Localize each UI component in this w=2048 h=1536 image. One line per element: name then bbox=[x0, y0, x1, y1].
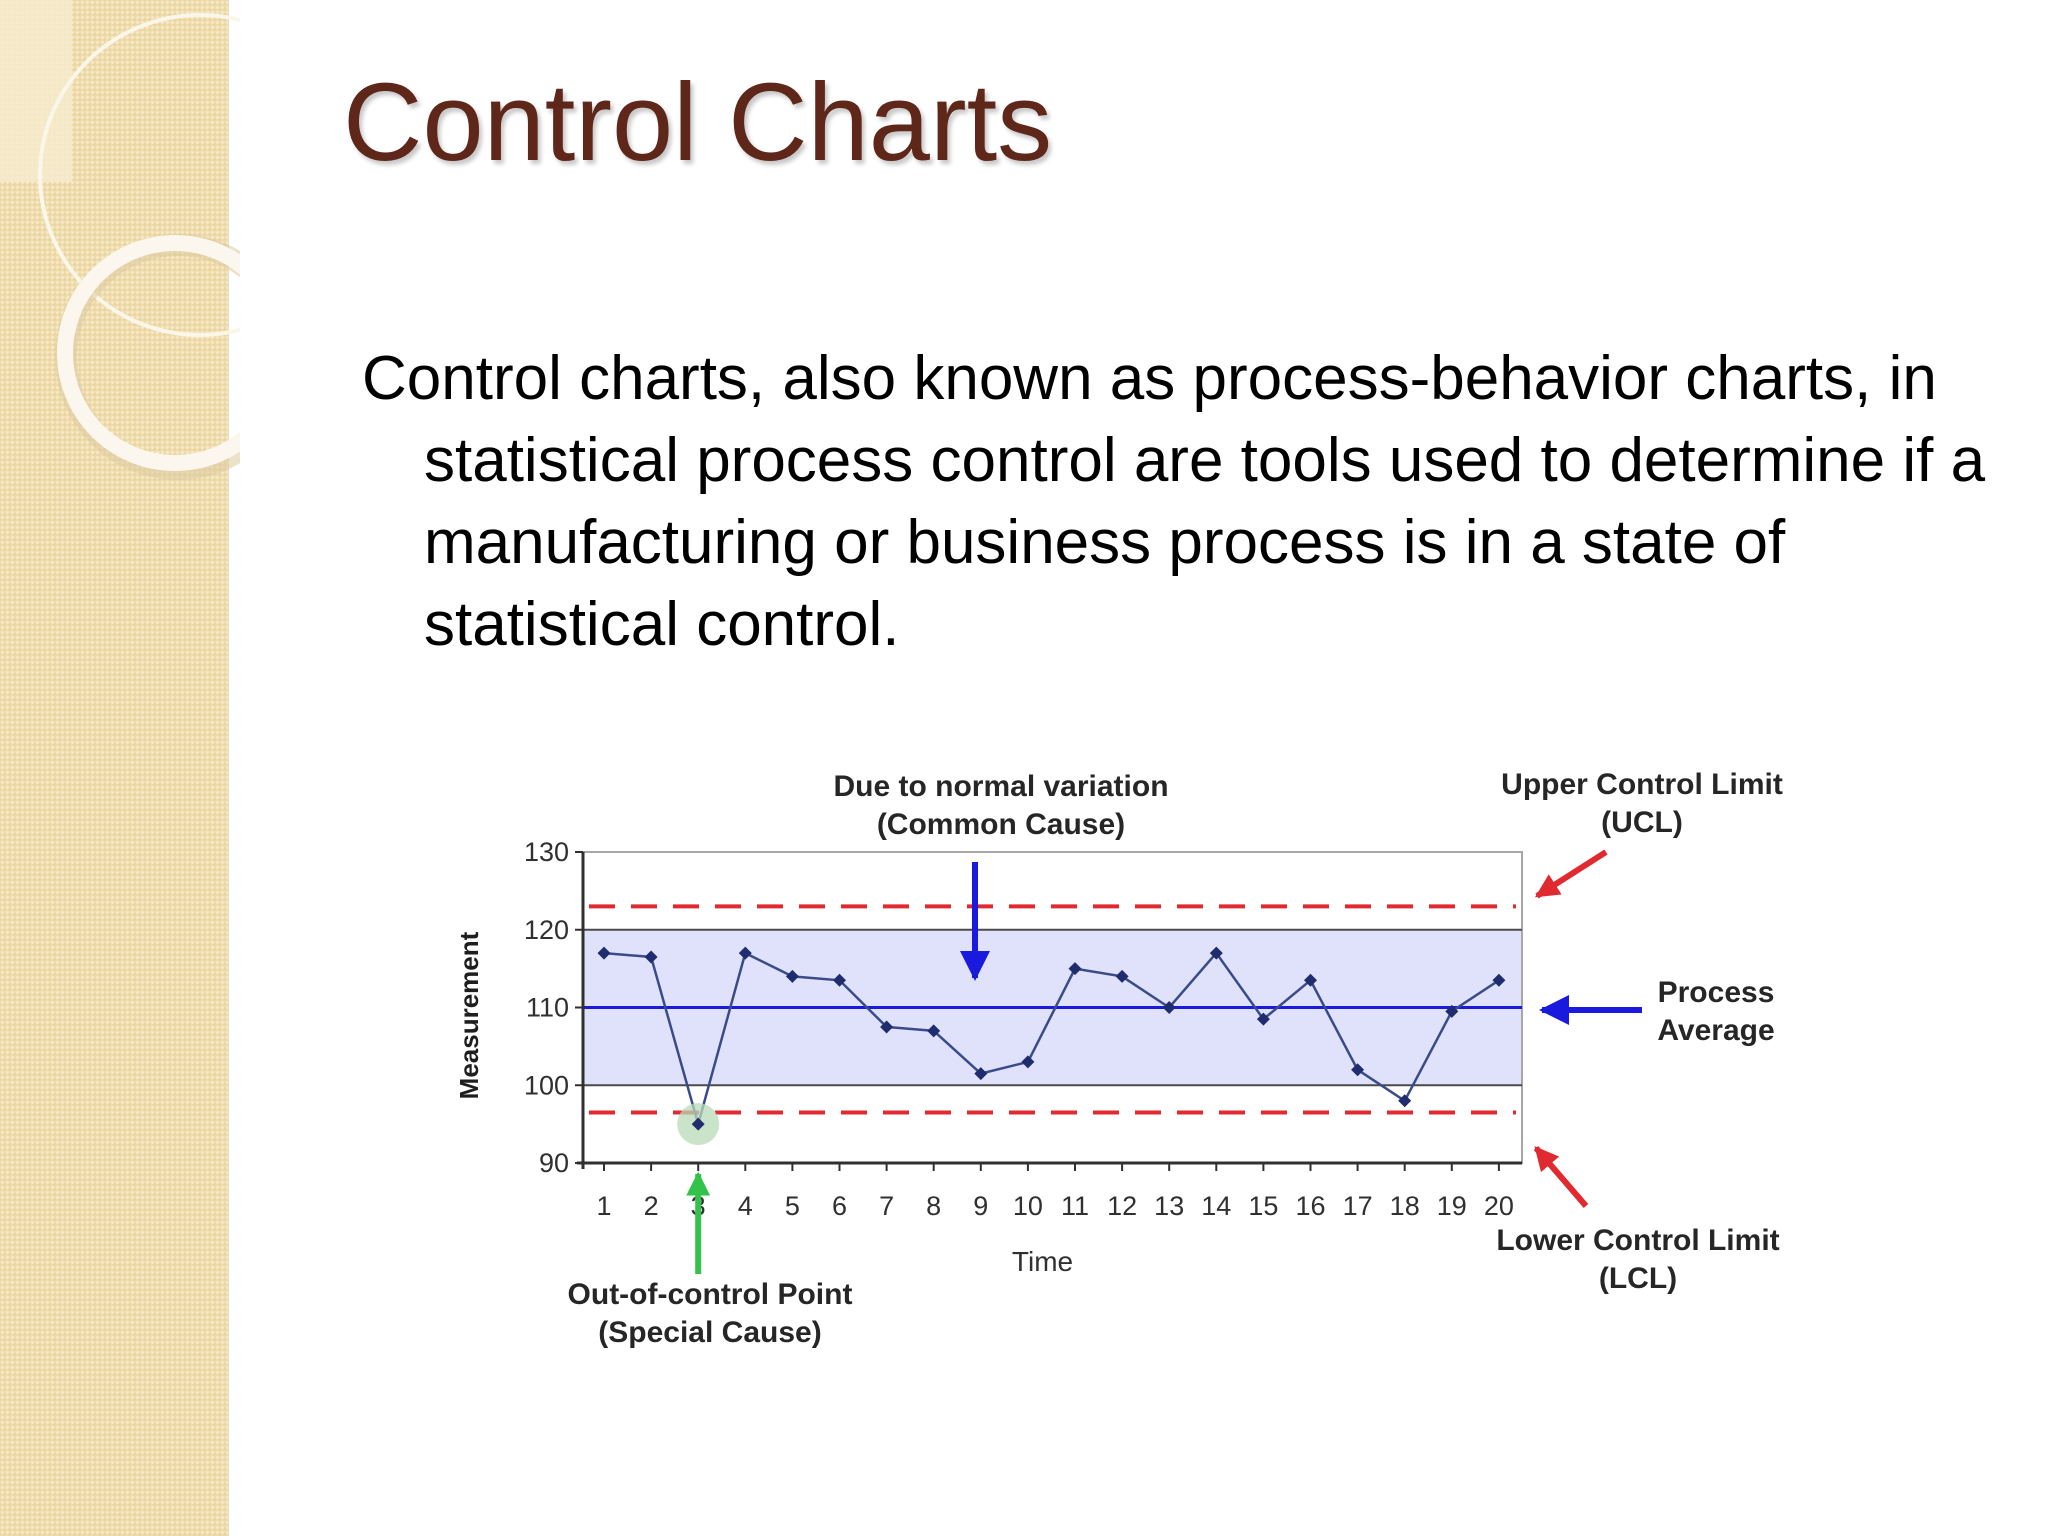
lcl-label-line1: Lower Control Limit bbox=[1496, 1224, 1779, 1257]
common-cause-annotation: Due to normal variation (Common Cause) bbox=[833, 770, 1169, 981]
x-tick-label-16: 16 bbox=[1295, 1191, 1325, 1221]
special-cause-label-line2: (Special Cause) bbox=[598, 1316, 821, 1349]
lcl-arrow bbox=[1533, 1146, 1589, 1208]
x-tick-label-2: 2 bbox=[644, 1191, 659, 1221]
x-tick-label-14: 14 bbox=[1201, 1191, 1231, 1221]
data-point-20 bbox=[1492, 973, 1506, 987]
x-tick-label-4: 4 bbox=[738, 1191, 753, 1221]
sidebar-rings-decoration bbox=[0, 0, 240, 480]
data-point-12 bbox=[1115, 969, 1129, 983]
x-tick-label-5: 5 bbox=[785, 1191, 800, 1221]
process-average-annotation: Process Average bbox=[1539, 976, 1775, 1047]
data-point-7 bbox=[880, 1020, 894, 1034]
x-tick-label-9: 9 bbox=[973, 1191, 988, 1221]
data-point-19 bbox=[1445, 1004, 1459, 1018]
ucl-label-line1: Upper Control Limit bbox=[1501, 768, 1783, 801]
data-point-16 bbox=[1304, 973, 1317, 987]
y-tick-label-100: 100 bbox=[524, 1070, 569, 1100]
data-point-3 bbox=[691, 1117, 705, 1131]
sidebar-thick-ring bbox=[57, 235, 240, 471]
data-point-1 bbox=[597, 946, 611, 960]
data-point-5 bbox=[785, 969, 799, 983]
data-point-18 bbox=[1398, 1094, 1412, 1108]
tick-labels: 9010011012013012345678910111213141516171… bbox=[524, 837, 1514, 1221]
sidebar-panel-shade bbox=[0, 0, 72, 182]
x-tick-label-10: 10 bbox=[1013, 1191, 1043, 1221]
x-tick-label-20: 20 bbox=[1484, 1191, 1514, 1221]
process-average-label-line2: Average bbox=[1657, 1014, 1774, 1047]
measurement-series-line bbox=[603, 951, 1500, 1129]
x-tick-label-1: 1 bbox=[596, 1191, 611, 1221]
data-point-9 bbox=[974, 1067, 988, 1081]
sidebar-large-ring bbox=[38, 13, 240, 337]
ucl-label-line2: (UCL) bbox=[1601, 806, 1683, 839]
slide-title: Control Charts bbox=[343, 61, 1053, 184]
lcl-annotation: Lower Control Limit (LCL) bbox=[1496, 1146, 1780, 1295]
special-cause-label-line1: Out-of-control Point bbox=[568, 1278, 853, 1311]
common-cause-label-line1: Due to normal variation bbox=[833, 770, 1168, 803]
x-tick-label-18: 18 bbox=[1390, 1191, 1420, 1221]
x-tick-label-12: 12 bbox=[1107, 1191, 1137, 1221]
x-tick-label-6: 6 bbox=[832, 1191, 847, 1221]
data-point-2 bbox=[644, 950, 658, 964]
x-tick-label-13: 13 bbox=[1154, 1191, 1184, 1221]
process-average-label-line1: Process bbox=[1658, 976, 1775, 1009]
y-tick-label-90: 90 bbox=[539, 1148, 569, 1178]
data-point-11 bbox=[1068, 962, 1082, 976]
data-point-13 bbox=[1162, 1001, 1176, 1014]
x-tick-label-8: 8 bbox=[926, 1191, 941, 1221]
data-point-4 bbox=[738, 946, 752, 960]
data-point-10 bbox=[1021, 1055, 1035, 1069]
control-chart: 9010011012013012345678910111213141516171… bbox=[454, 768, 1783, 1349]
data-points bbox=[597, 946, 1506, 1146]
x-tick-label-17: 17 bbox=[1343, 1191, 1373, 1221]
lcl-label-line2: (LCL) bbox=[1599, 1262, 1677, 1295]
x-tick-label-19: 19 bbox=[1437, 1191, 1467, 1221]
data-point-17 bbox=[1351, 1063, 1365, 1077]
y-axis-label: Measurement bbox=[454, 931, 484, 1099]
ucl-annotation: Upper Control Limit (UCL) bbox=[1501, 768, 1783, 899]
x-axis-label: Time bbox=[1012, 1246, 1073, 1277]
common-cause-label-line2: (Common Cause) bbox=[877, 808, 1125, 841]
special-cause-annotation: Out-of-control Point (Special Cause) bbox=[568, 1171, 853, 1349]
y-tick-label-110: 110 bbox=[526, 993, 569, 1023]
y-tick-label-120: 120 bbox=[524, 915, 569, 945]
data-point-15 bbox=[1256, 1012, 1270, 1026]
x-tick-label-15: 15 bbox=[1248, 1191, 1278, 1221]
x-tick-label-7: 7 bbox=[879, 1191, 894, 1221]
axes bbox=[577, 852, 1522, 1169]
x-tick-label-11: 11 bbox=[1061, 1191, 1089, 1221]
data-point-6 bbox=[833, 973, 846, 987]
y-tick-label-130: 130 bbox=[524, 837, 569, 867]
ucl-arrow bbox=[1534, 849, 1608, 899]
slide-body-text: Control charts, also known as process-be… bbox=[362, 344, 1986, 659]
data-point-14 bbox=[1209, 946, 1223, 960]
data-point-8 bbox=[927, 1024, 941, 1038]
